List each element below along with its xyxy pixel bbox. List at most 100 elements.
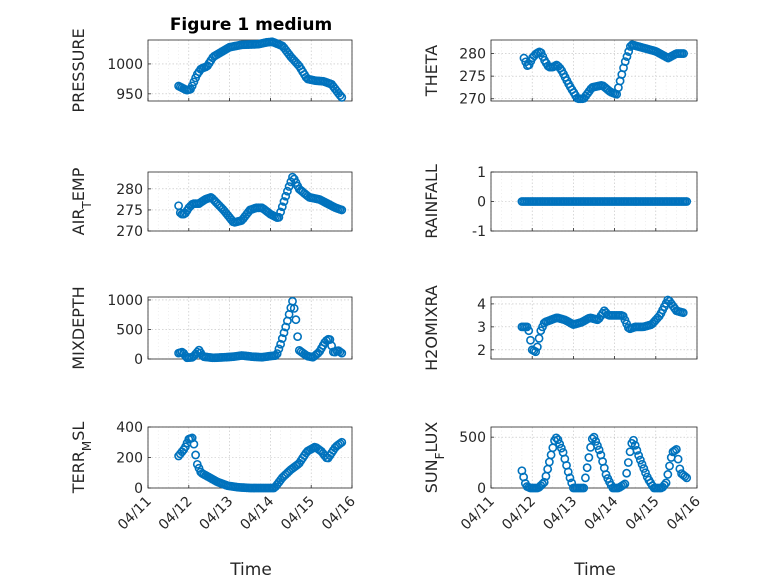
data-point: [630, 440, 640, 450]
data-point: [601, 470, 611, 479]
y-tick-label: 280: [116, 182, 143, 198]
y-tick-label: 400: [116, 420, 143, 436]
data-point: [673, 454, 683, 464]
axes-frame: [490, 426, 698, 489]
x-tick-label: 04/15: [278, 494, 318, 534]
data-point: [659, 480, 669, 490]
data-point: [279, 328, 289, 338]
x-tick-label: 04/13: [197, 494, 237, 534]
data-point: [682, 197, 692, 206]
x-tick-label: 04/16: [664, 493, 704, 533]
data-point: [641, 468, 650, 478]
y-tick-label: 500: [116, 322, 143, 338]
data-point: [277, 202, 287, 212]
data-point: [271, 351, 280, 360]
data-point: [624, 47, 634, 56]
data-point: [634, 451, 644, 460]
y-tick-label: 275: [459, 69, 486, 85]
y-axis-label: TERRMSL: [69, 422, 94, 495]
y-axis-label: RAINFALL: [422, 164, 441, 239]
data-point: [635, 455, 645, 465]
data-point: [532, 342, 542, 352]
panel-terr-msl: 04/11 04/12 04/13 04/14 04/15 04/16 0 200 400 TER…: [69, 420, 359, 533]
data-point: [279, 197, 289, 206]
y-axis-label: PRESSURE: [69, 28, 88, 112]
data-point: [174, 201, 183, 211]
y-axis-label: AIRTEMP: [69, 167, 94, 235]
data-point: [272, 349, 282, 358]
figure-title: Figure 1 medium: [170, 15, 332, 35]
data-point: [544, 457, 554, 467]
data-point: [337, 437, 347, 447]
y-axis-label: SUNFLUX: [422, 422, 447, 494]
data-point: [584, 453, 594, 462]
data-point: [680, 472, 690, 481]
x-tick-label: 04/12: [156, 494, 196, 534]
data-point: [524, 326, 534, 336]
data-point: [538, 479, 547, 489]
axes-frame: [147, 171, 353, 232]
data-point: [672, 444, 681, 454]
data-point: [274, 344, 284, 354]
data-point: [276, 207, 285, 217]
data-point: [620, 479, 630, 489]
data-point: [589, 432, 599, 442]
data-point: [277, 334, 287, 343]
data-point: [594, 445, 604, 455]
data-point: [556, 443, 566, 453]
data-point: [622, 52, 632, 61]
data-point: [555, 439, 565, 449]
y-tick-label: 0: [477, 195, 486, 211]
x-tick-label: 04/14: [237, 493, 277, 533]
data-point: [276, 339, 285, 349]
y-tick-label: 0: [134, 481, 143, 497]
y-tick-label: 3: [477, 320, 486, 336]
data-point: [563, 467, 573, 477]
y-tick-label: 1000: [107, 293, 143, 309]
panel-rainfall: -1 0 1 RAINFALL: [422, 164, 698, 240]
data-point: [284, 182, 294, 191]
data-point: [281, 191, 291, 201]
data-point: [337, 348, 347, 358]
y-tick-label: 0: [477, 481, 486, 497]
data-point: [534, 333, 544, 343]
data-point: [187, 81, 197, 91]
x-tick-label: 04/12: [499, 494, 539, 534]
data-point: [553, 435, 563, 445]
data-point: [661, 478, 671, 488]
x-axis-label-right: Time: [573, 560, 616, 580]
panel-pressure: 950 1000 PRESSURE: [69, 28, 353, 113]
data-point: [678, 308, 688, 318]
data-point: [629, 435, 638, 445]
y-tick-label: 4: [477, 297, 486, 313]
data-point: [274, 212, 284, 222]
data-point: [632, 445, 642, 455]
panel-air-temp: 270 275 280 AIRTEMP: [69, 167, 353, 240]
data-point: [189, 439, 199, 449]
x-tick-label: 04/13: [540, 494, 580, 534]
y-tick-label: 280: [459, 47, 486, 63]
axes-frame: [490, 171, 698, 232]
y-axis-label: THETA: [422, 45, 441, 97]
x-tick-label: 04/15: [623, 494, 663, 534]
data-point: [663, 470, 673, 479]
data-point: [637, 459, 647, 469]
data-point: [531, 347, 541, 357]
y-tick-label: 270: [459, 92, 486, 108]
y-tick-label: 500: [459, 430, 486, 446]
y-axis-label: H2OMIXRA: [422, 285, 441, 371]
data-point: [526, 335, 535, 345]
data-point: [623, 458, 633, 467]
data-point: [335, 439, 345, 448]
data-point: [293, 332, 302, 342]
axes-frame: [490, 296, 698, 360]
y-tick-label: 270: [116, 224, 143, 240]
data-point: [291, 315, 301, 325]
y-tick-label: 200: [116, 451, 143, 467]
data-point: [191, 450, 200, 460]
x-axis-label-left: Time: [229, 560, 272, 580]
data-point: [620, 57, 630, 66]
panel-h2omixra: 2 3 4 H2OMIXRA: [422, 285, 698, 371]
x-tick-label: 04/11: [115, 494, 155, 534]
